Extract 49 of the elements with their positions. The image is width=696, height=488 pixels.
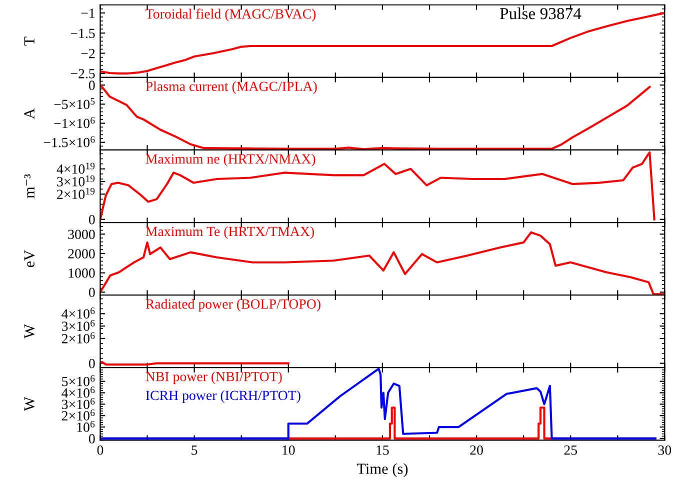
y-tick-label: 2×10$^{6}$ [62,332,95,344]
text: NBI power (NBI/PTOT) [146,371,282,384]
x-tick-label: 30 [658,445,672,455]
y-tick-label: 2×10$^{19}$ [57,188,95,200]
y-tick-label: 0 [88,80,95,90]
x-tick-label: 0 [97,445,104,455]
y-tick-label: −2.5 [70,69,95,78]
x-tick-label: 25 [564,445,578,455]
y-tick-label: 10$^{6}$ [77,420,95,432]
y-tick-label: 2000 [68,249,95,258]
y-tick-label: 3×10$^{19}$ [57,175,95,186]
y-tick-label: 4×10$^{6}$ [62,308,95,319]
y-axis-title: A [24,108,34,120]
y-tick-label: 4×10$^{19}$ [56,162,95,174]
y-tick-label: −5×10$^{5}$ [54,98,95,110]
x-tick-label: 20 [470,445,483,455]
x-tick-label: 15 [376,446,389,455]
y-tick-label: 1000 [68,268,95,278]
y-tick-label: −2 [81,48,95,58]
y-tick-label: −1×10$^{6}$ [54,117,95,128]
y-tick-label: 0 [88,288,95,298]
series-label: Plasma current (MAGC/IPLA) [146,81,317,94]
y-tick-label: −1.5 [70,28,95,38]
y-tick-label: 3×10$^{6}$ [62,320,95,331]
y-tick-label: −1.5×10$^{6}$ [44,136,95,148]
y-axis-title: T [24,36,34,46]
text: Radiated power (BOLP/TOPO) [146,298,320,312]
y-tick-label: 0 [88,358,95,368]
x-tick-label: 5 [192,446,198,455]
x-tick-label: 10 [282,445,295,455]
y-tick-label: 4×10$^{6}$ [62,386,95,398]
y-tick-label: 2×10$^{6}$ [62,409,95,420]
series-label: Toroidal field (MAGC/BVAC) [146,8,316,22]
y-axis-title: eV [24,250,35,268]
y-axis-title: W [24,396,35,412]
y-tick-label: 3000 [68,230,95,240]
annotation: Pulse 93874 [500,7,582,20]
x-axis-title: Time (s) [356,463,408,478]
y-tick-label: 0 [88,214,95,224]
line-series [100,368,656,440]
y-tick-label: 0 [88,434,95,444]
y-tick-label: 3×10$^{6}$ [62,398,95,410]
y-tick-label: −1 [81,8,95,18]
y-axis-title: W [24,324,35,339]
y-tick-label: 5×10$^{6}$ [62,375,95,386]
series-label: Maximum ne (HRTX/NMAX) [146,154,316,166]
y-axis-title: m⁻³ [24,174,34,198]
series-label: Maximum Te (HRTX/TMAX) [146,226,314,239]
series-label: ICRH power (ICRH/PTOT) [146,390,300,403]
